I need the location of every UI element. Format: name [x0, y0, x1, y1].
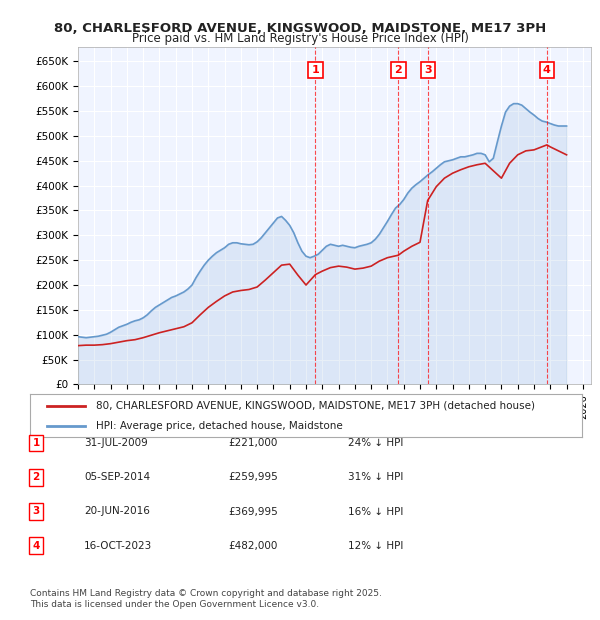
- Text: £482,000: £482,000: [228, 541, 277, 551]
- Text: 1: 1: [32, 438, 40, 448]
- Text: 2: 2: [394, 65, 402, 75]
- Text: £259,995: £259,995: [228, 472, 278, 482]
- Text: 31-JUL-2009: 31-JUL-2009: [84, 438, 148, 448]
- Text: 05-SEP-2014: 05-SEP-2014: [84, 472, 150, 482]
- Text: 31% ↓ HPI: 31% ↓ HPI: [348, 472, 403, 482]
- Text: 3: 3: [424, 65, 431, 75]
- Text: £369,995: £369,995: [228, 507, 278, 516]
- Text: HPI: Average price, detached house, Maidstone: HPI: Average price, detached house, Maid…: [96, 421, 343, 432]
- Text: 80, CHARLESFORD AVENUE, KINGSWOOD, MAIDSTONE, ME17 3PH: 80, CHARLESFORD AVENUE, KINGSWOOD, MAIDS…: [54, 22, 546, 35]
- Text: Contains HM Land Registry data © Crown copyright and database right 2025.
This d: Contains HM Land Registry data © Crown c…: [30, 590, 382, 609]
- Text: Price paid vs. HM Land Registry's House Price Index (HPI): Price paid vs. HM Land Registry's House …: [131, 32, 469, 45]
- Text: 20-JUN-2016: 20-JUN-2016: [84, 507, 150, 516]
- Text: 16-OCT-2023: 16-OCT-2023: [84, 541, 152, 551]
- Text: £221,000: £221,000: [228, 438, 277, 448]
- Text: 1: 1: [311, 65, 319, 75]
- Text: 4: 4: [543, 65, 551, 75]
- Text: 16% ↓ HPI: 16% ↓ HPI: [348, 507, 403, 516]
- Text: 24% ↓ HPI: 24% ↓ HPI: [348, 438, 403, 448]
- Text: 4: 4: [32, 541, 40, 551]
- Text: 12% ↓ HPI: 12% ↓ HPI: [348, 541, 403, 551]
- Text: 80, CHARLESFORD AVENUE, KINGSWOOD, MAIDSTONE, ME17 3PH (detached house): 80, CHARLESFORD AVENUE, KINGSWOOD, MAIDS…: [96, 401, 535, 411]
- Text: 3: 3: [32, 507, 40, 516]
- Text: 2: 2: [32, 472, 40, 482]
